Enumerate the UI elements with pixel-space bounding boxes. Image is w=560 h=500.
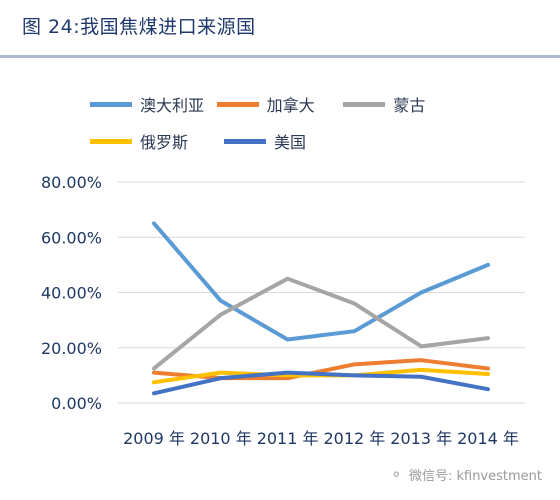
legend-swatch-canada [216,101,259,107]
chart-legend: 澳大利亚 加拿大 蒙古 俄罗斯 美国 [90,92,470,166]
legend-item-russia: 俄罗斯 [90,129,224,153]
legend-label-canada: 加拿大 [266,96,315,115]
x-tick-label: 2014 年 [457,429,519,448]
title-divider [0,55,560,58]
legend-item-australia: 澳大利亚 [90,92,217,116]
legend-label-russia: 俄罗斯 [140,133,189,152]
series-line-2 [152,276,490,371]
legend-item-mongolia: 蒙古 [343,92,470,116]
legend-swatch-usa [224,138,266,144]
wechat-icon: ⚬ [389,465,403,484]
legend-swatch-mongolia [343,101,386,107]
legend-label-australia: 澳大利亚 [140,96,205,115]
series-line-1 [152,358,490,381]
watermark-text: 微信号: kfinvestment [408,469,542,484]
x-tick-label: 2012 年 [323,429,385,448]
figure-title: 图 24:我国焦煤进口来源国 [22,16,256,38]
gridlines [118,181,525,404]
y-tick-label: 80.00% [41,173,102,192]
y-tick-label: 0.00% [51,394,102,413]
series-line-0 [152,221,490,342]
legend-swatch-russia [90,138,132,144]
legend-swatch-australia [90,101,132,107]
legend-row-1: 澳大利亚 加拿大 蒙古 [90,92,470,116]
y-tick-label: 40.00% [41,284,102,303]
y-tick-label: 60.00% [41,228,102,247]
legend-item-canada: 加拿大 [216,92,344,116]
y-tick-label: 20.00% [41,339,102,358]
x-tick-label: 2011 年 [257,429,319,448]
legend-item-usa: 美国 [224,129,358,153]
x-tick-label: 2010 年 [190,429,252,448]
legend-label-mongolia: 蒙古 [393,96,426,115]
x-axis-tick-labels: 2009 年 2010 年 2011 年 2012 年 2013 年 2014 年 [123,429,519,448]
legend-row-2: 俄罗斯 美国 [90,129,470,153]
legend-label-usa: 美国 [274,133,307,152]
x-tick-label: 2013 年 [390,429,452,448]
watermark: ⚬ 微信号: kfinvestment [390,465,542,484]
series-line-4 [152,370,490,396]
series-lines [152,221,490,396]
x-tick-label: 2009 年 [123,429,185,448]
y-axis-tick-labels: 0.00% 20.00% 40.00% 60.00% 80.00% [41,173,102,413]
